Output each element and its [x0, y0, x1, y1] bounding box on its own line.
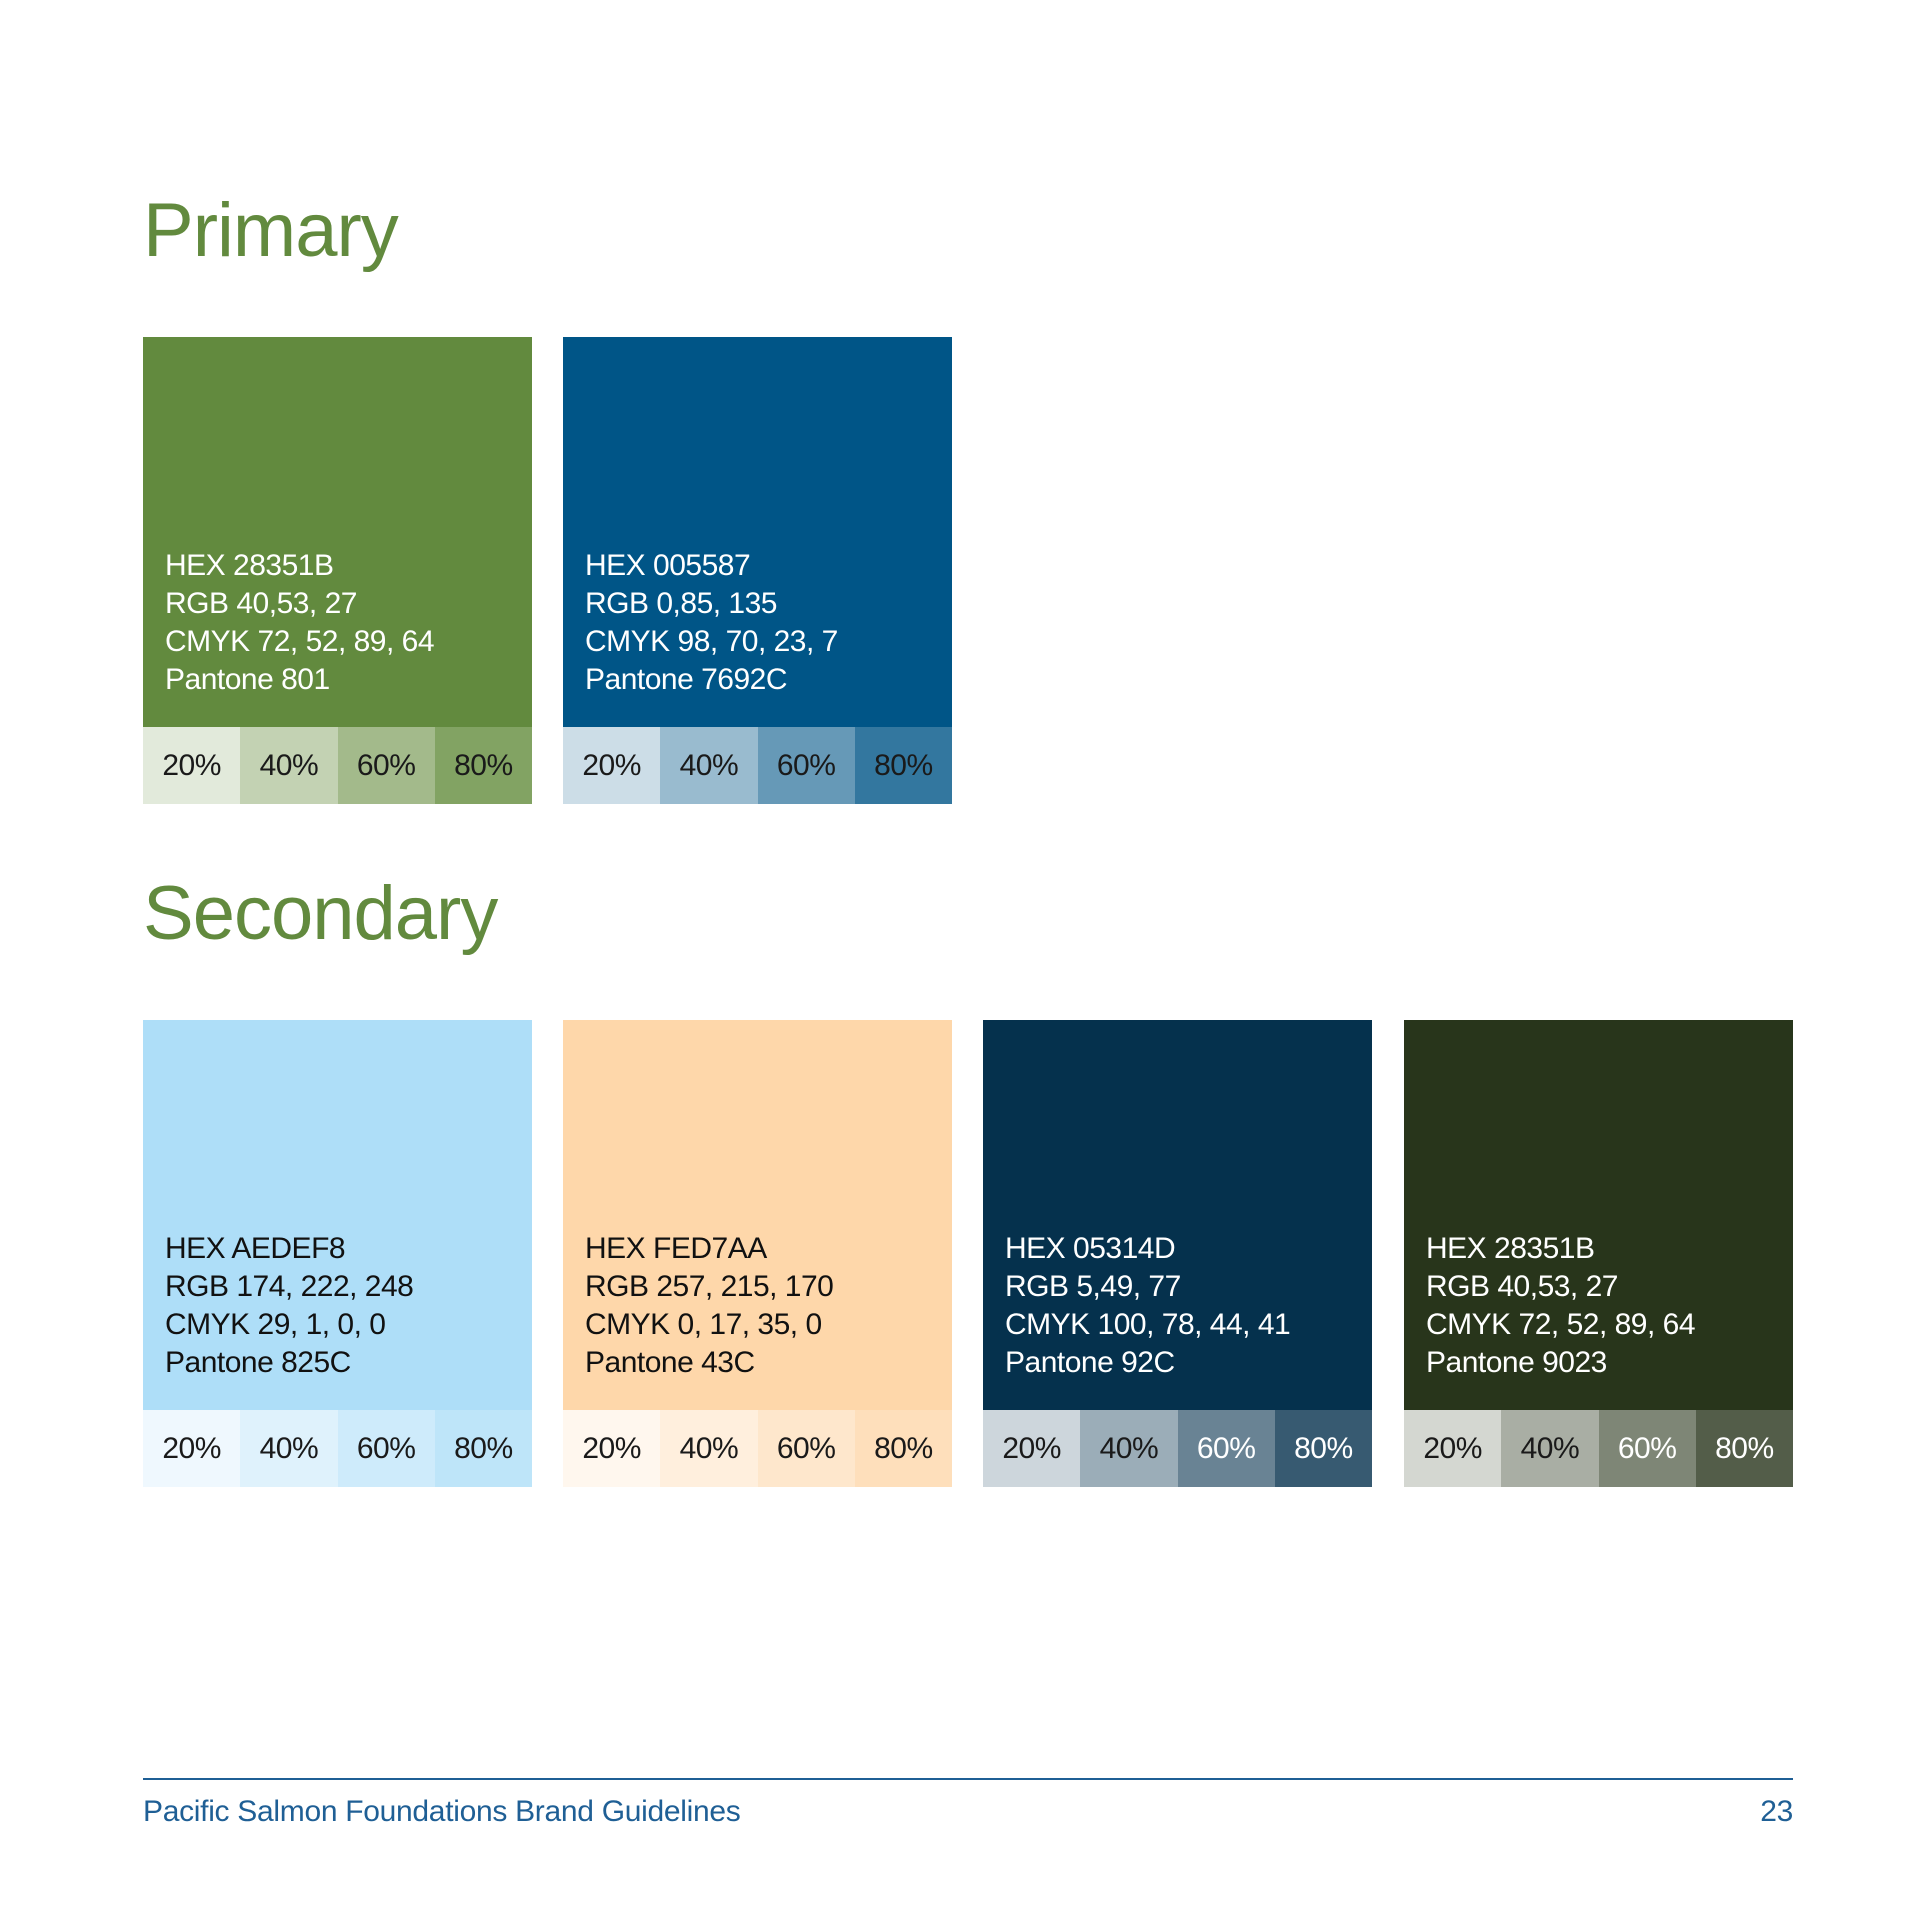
rgb-line: RGB 0,85, 135: [585, 587, 777, 620]
tint-80: 80%: [434, 727, 532, 804]
tint-20: 20%: [143, 727, 241, 804]
swatch-navy-info: HEX 05314D RGB 5,49, 77 CMYK 100, 78, 44…: [1005, 1230, 1291, 1382]
swatch-light-blue-info: HEX AEDEF8 RGB 174, 222, 248 CMYK 29, 1,…: [165, 1230, 414, 1382]
swatch-blue: HEX 005587 RGB 0,85, 135 CMYK 98, 70, 23…: [563, 337, 952, 804]
tint-40: 40%: [1501, 1410, 1599, 1487]
swatch-light-blue-main: HEX AEDEF8 RGB 174, 222, 248 CMYK 29, 1,…: [143, 1020, 532, 1410]
rgb-line: RGB 257, 215, 170: [585, 1270, 834, 1303]
cmyk-line: CMYK 98, 70, 23, 7: [585, 625, 838, 658]
tint-row: 20% 40% 60% 80%: [143, 727, 532, 804]
tint-60: 60%: [757, 727, 855, 804]
swatch-dark-green-info: HEX 28351B RGB 40,53, 27 CMYK 72, 52, 89…: [1426, 1230, 1696, 1382]
tint-20: 20%: [563, 1410, 661, 1487]
hex-line: HEX 28351B: [1426, 1232, 1595, 1265]
tint-row: 20% 40% 60% 80%: [563, 727, 952, 804]
swatch-navy: HEX 05314D RGB 5,49, 77 CMYK 100, 78, 44…: [983, 1020, 1372, 1487]
rgb-line: RGB 40,53, 27: [1426, 1270, 1618, 1303]
rgb-line: RGB 5,49, 77: [1005, 1270, 1181, 1303]
pantone-line: Pantone 92C: [1005, 1346, 1175, 1379]
tint-40: 40%: [660, 727, 758, 804]
rgb-line: RGB 174, 222, 248: [165, 1270, 414, 1303]
cmyk-line: CMYK 100, 78, 44, 41: [1005, 1308, 1291, 1341]
tint-40: 40%: [660, 1410, 758, 1487]
tint-row: 20% 40% 60% 80%: [1404, 1410, 1793, 1487]
swatch-peach-info: HEX FED7AA RGB 257, 215, 170 CMYK 0, 17,…: [585, 1230, 834, 1382]
cmyk-line: CMYK 29, 1, 0, 0: [165, 1308, 386, 1341]
tint-40: 40%: [1080, 1410, 1178, 1487]
swatch-peach: HEX FED7AA RGB 257, 215, 170 CMYK 0, 17,…: [563, 1020, 952, 1487]
tint-80: 80%: [854, 1410, 952, 1487]
tint-60: 60%: [1177, 1410, 1275, 1487]
tint-row: 20% 40% 60% 80%: [563, 1410, 952, 1487]
swatch-blue-main: HEX 005587 RGB 0,85, 135 CMYK 98, 70, 23…: [563, 337, 952, 727]
pantone-line: Pantone 7692C: [585, 663, 788, 696]
swatch-blue-info: HEX 005587 RGB 0,85, 135 CMYK 98, 70, 23…: [585, 547, 838, 699]
tint-row: 20% 40% 60% 80%: [143, 1410, 532, 1487]
pantone-line: Pantone 825C: [165, 1346, 351, 1379]
footer-title: Pacific Salmon Foundations Brand Guideli…: [143, 1795, 741, 1828]
secondary-heading: Secondary: [143, 871, 498, 956]
footer-divider: [143, 1778, 1793, 1780]
primary-heading: Primary: [143, 188, 399, 273]
pantone-line: Pantone 9023: [1426, 1346, 1607, 1379]
tint-80: 80%: [1695, 1410, 1793, 1487]
swatch-green: HEX 28351B RGB 40,53, 27 CMYK 72, 52, 89…: [143, 337, 532, 804]
cmyk-line: CMYK 0, 17, 35, 0: [585, 1308, 822, 1341]
tint-80: 80%: [854, 727, 952, 804]
hex-line: HEX AEDEF8: [165, 1232, 346, 1265]
swatch-light-blue: HEX AEDEF8 RGB 174, 222, 248 CMYK 29, 1,…: [143, 1020, 532, 1487]
rgb-line: RGB 40,53, 27: [165, 587, 357, 620]
tint-80: 80%: [434, 1410, 532, 1487]
swatch-peach-main: HEX FED7AA RGB 257, 215, 170 CMYK 0, 17,…: [563, 1020, 952, 1410]
hex-line: HEX 05314D: [1005, 1232, 1176, 1265]
swatch-dark-green: HEX 28351B RGB 40,53, 27 CMYK 72, 52, 89…: [1404, 1020, 1793, 1487]
tint-20: 20%: [1404, 1410, 1502, 1487]
tint-80: 80%: [1274, 1410, 1372, 1487]
hex-line: HEX 005587: [585, 549, 751, 582]
cmyk-line: CMYK 72, 52, 89, 64: [165, 625, 435, 658]
page-number: 23: [1760, 1795, 1793, 1828]
tint-40: 40%: [240, 727, 338, 804]
tint-20: 20%: [143, 1410, 241, 1487]
tint-60: 60%: [337, 727, 435, 804]
hex-line: HEX FED7AA: [585, 1232, 767, 1265]
pantone-line: Pantone 801: [165, 663, 330, 696]
tint-40: 40%: [240, 1410, 338, 1487]
swatch-navy-main: HEX 05314D RGB 5,49, 77 CMYK 100, 78, 44…: [983, 1020, 1372, 1410]
tint-60: 60%: [757, 1410, 855, 1487]
cmyk-line: CMYK 72, 52, 89, 64: [1426, 1308, 1696, 1341]
tint-60: 60%: [337, 1410, 435, 1487]
tint-20: 20%: [563, 727, 661, 804]
swatch-green-main: HEX 28351B RGB 40,53, 27 CMYK 72, 52, 89…: [143, 337, 532, 727]
tint-row: 20% 40% 60% 80%: [983, 1410, 1372, 1487]
tint-60: 60%: [1598, 1410, 1696, 1487]
hex-line: HEX 28351B: [165, 549, 334, 582]
tint-20: 20%: [983, 1410, 1081, 1487]
pantone-line: Pantone 43C: [585, 1346, 755, 1379]
swatch-dark-green-main: HEX 28351B RGB 40,53, 27 CMYK 72, 52, 89…: [1404, 1020, 1793, 1410]
swatch-green-info: HEX 28351B RGB 40,53, 27 CMYK 72, 52, 89…: [165, 547, 435, 699]
